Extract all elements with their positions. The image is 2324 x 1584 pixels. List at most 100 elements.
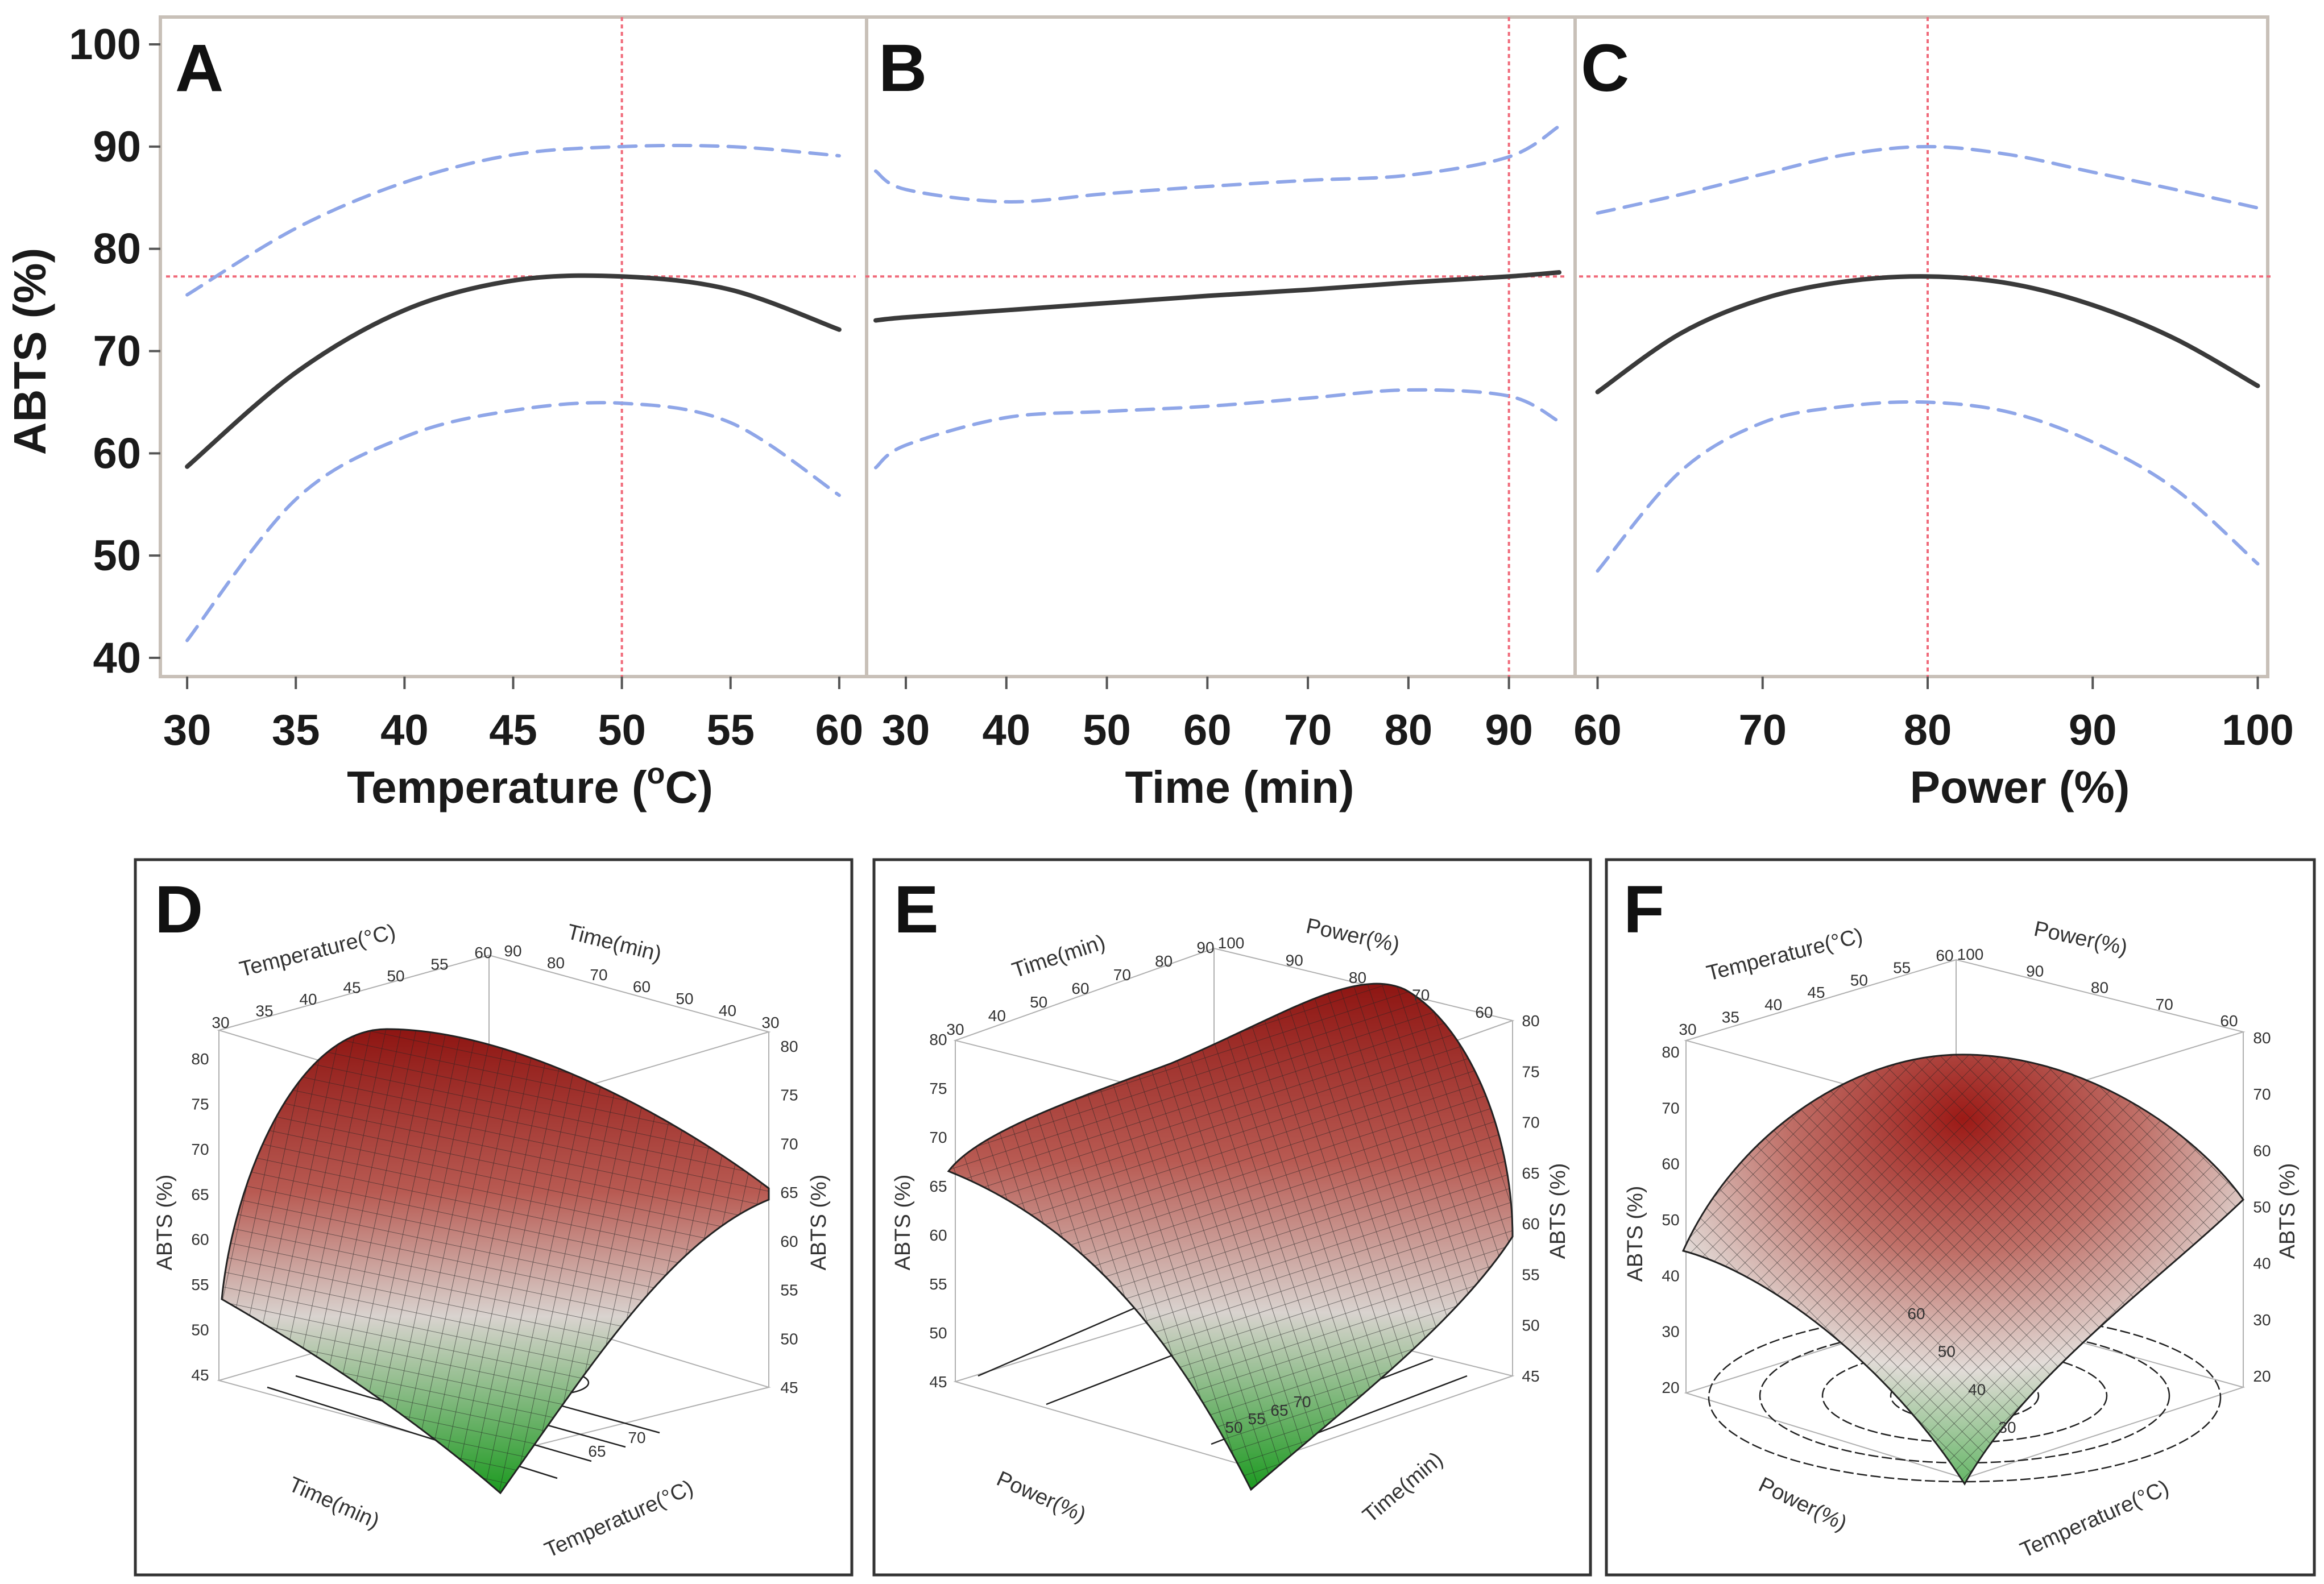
z-tick-right-f: 40 <box>2253 1255 2271 1272</box>
z-tick-right-e: 65 <box>1522 1164 1539 1182</box>
x-tick-label: 40 <box>380 706 429 754</box>
z-tick-left-d: 75 <box>191 1095 209 1113</box>
z-tick-left-d: 80 <box>191 1050 209 1068</box>
x-tick-label: 30 <box>882 706 930 754</box>
x-axis-title-a-end: C) <box>665 762 712 812</box>
power-tick-f: 60 <box>2220 1012 2238 1030</box>
series-lower-line <box>1596 400 2260 573</box>
temperature-tick-f: 55 <box>1893 959 1911 977</box>
x-tick-label: 40 <box>983 706 1031 754</box>
time-tick-d: 90 <box>504 942 521 960</box>
contour-label-f: 40 <box>1968 1380 1986 1398</box>
power-tick-e: 60 <box>1475 1004 1493 1021</box>
y-tick-label: 80 <box>93 225 141 273</box>
x-tick-label: 90 <box>2069 706 2117 754</box>
z-tick-right-f: 70 <box>2253 1085 2271 1103</box>
power-tick-f: 80 <box>2091 979 2108 997</box>
panel-letter-e: E <box>894 872 939 947</box>
axis-label-abts-left-d: ABTS (%) <box>153 1175 177 1271</box>
panel-letter-c: C <box>1581 31 1629 106</box>
z-tick-right-d: 50 <box>780 1330 798 1347</box>
series-upper-line <box>1596 144 2260 215</box>
contour-label-d: 65 <box>588 1442 606 1460</box>
axis-label-abts-right-f: ABTS (%) <box>2276 1163 2300 1259</box>
z-tick-right-e: 60 <box>1522 1215 1539 1233</box>
z-tick-left-f: 80 <box>1662 1043 1679 1061</box>
x-tick-label: 80 <box>1385 706 1433 754</box>
power-tick-f: 100 <box>1957 946 1984 963</box>
panel-letter-f: F <box>1623 872 1664 947</box>
z-tick-right-f: 50 <box>2253 1199 2271 1216</box>
power-tick-e: 70 <box>1412 986 1430 1004</box>
z-tick-right-d: 55 <box>780 1282 798 1299</box>
z-tick-left-d: 60 <box>191 1231 209 1249</box>
contour-label-e: 70 <box>1293 1393 1311 1411</box>
time-tick-d: 70 <box>590 966 607 984</box>
z-tick-right-d: 80 <box>780 1038 798 1055</box>
time-tick-d: 50 <box>676 990 693 1007</box>
time-tick-d: 80 <box>547 954 565 972</box>
time-tick-e: 40 <box>988 1007 1006 1025</box>
panel-c: 60 70 80 90 100 <box>1573 17 2294 754</box>
temperature-tick-d: 55 <box>430 956 448 973</box>
axis-label-abts-right-d: ABTS (%) <box>807 1175 831 1271</box>
contour-label-e: 55 <box>1248 1410 1265 1428</box>
z-tick-left-d: 55 <box>191 1276 209 1293</box>
z-tick-left-f: 40 <box>1662 1267 1679 1284</box>
axis-label-abts-right-e: ABTS (%) <box>1546 1163 1570 1259</box>
y-tick-label: 50 <box>93 532 141 580</box>
x-tick-label: 70 <box>1738 706 1787 754</box>
z-tick-left-e: 75 <box>929 1080 947 1097</box>
y-axis: 40 50 60 70 80 90 100 <box>69 20 160 682</box>
z-tick-left-e: 50 <box>929 1324 947 1342</box>
panel-letter-d: D <box>155 872 203 947</box>
temperature-tick-f: 35 <box>1722 1008 1739 1026</box>
temperature-tick-f: 50 <box>1850 971 1868 989</box>
series-upper-line <box>185 143 841 297</box>
x-tick-label: 55 <box>706 706 755 754</box>
x-axis-title-a-main: Temperature ( <box>347 762 647 812</box>
panel-b: 30 40 50 60 70 80 90 <box>865 17 1565 754</box>
z-tick-right-d: 75 <box>780 1087 798 1104</box>
x-tick-label: 80 <box>1904 706 1952 754</box>
tick-labels-d: 30 35 40 45 50 55 60 90 80 70 60 50 40 30 45 50 55 60 65 70… <box>191 942 798 1460</box>
x-axis-title-a-sup: o <box>647 757 665 790</box>
z-tick-right-f: 20 <box>2253 1367 2271 1385</box>
x-tick-label: 50 <box>1083 706 1131 754</box>
z-tick-left-e: 65 <box>929 1177 947 1195</box>
time-tick-d: 40 <box>719 1002 736 1019</box>
z-tick-right-e: 70 <box>1522 1114 1539 1131</box>
contour-label-f: 60 <box>1907 1305 1925 1322</box>
time-tick-e: 70 <box>1113 966 1131 984</box>
temperature-tick-d: 45 <box>343 979 361 997</box>
axis-label-abts-left-f: ABTS (%) <box>1623 1186 1647 1282</box>
z-tick-left-f: 60 <box>1662 1155 1679 1173</box>
series-upper-line <box>874 124 1561 204</box>
x-tick-label: 60 <box>1573 706 1622 754</box>
z-tick-right-e: 50 <box>1522 1317 1539 1334</box>
temperature-tick-f: 60 <box>1936 947 1953 964</box>
x-tick-label: 45 <box>489 706 537 754</box>
surface-panel-f: F Temperature(°C) Power(%) ABTS (%) ABTS… <box>1605 858 2316 1577</box>
temperature-tick-f: 40 <box>1764 996 1782 1014</box>
surface-mesh-e <box>948 984 1513 1490</box>
time-tick-e: 90 <box>1196 939 1214 956</box>
panel-letter-a: A <box>175 31 223 106</box>
x-axis-title-a: Temperature (oC) <box>347 757 713 812</box>
y-tick-label: 40 <box>93 634 141 682</box>
z-tick-right-f: 60 <box>2253 1142 2271 1159</box>
z-tick-right-e: 80 <box>1522 1012 1539 1030</box>
contour-label-f: 50 <box>1938 1343 1956 1361</box>
series-fit-line <box>873 270 1561 323</box>
z-tick-left-f: 20 <box>1662 1379 1679 1396</box>
contour-label-e: 50 <box>1225 1419 1242 1436</box>
series-lower-line <box>185 401 841 642</box>
z-tick-left-f: 50 <box>1662 1211 1679 1229</box>
surface-panel-e: E Time(min) Power(%) ABTS (%) ABTS (%) P… <box>872 858 1592 1577</box>
y-tick-label: 60 <box>93 429 141 478</box>
temperature-tick-d: 30 <box>212 1014 229 1031</box>
z-tick-left-d: 65 <box>191 1185 209 1203</box>
z-tick-left-f: 30 <box>1662 1323 1679 1341</box>
